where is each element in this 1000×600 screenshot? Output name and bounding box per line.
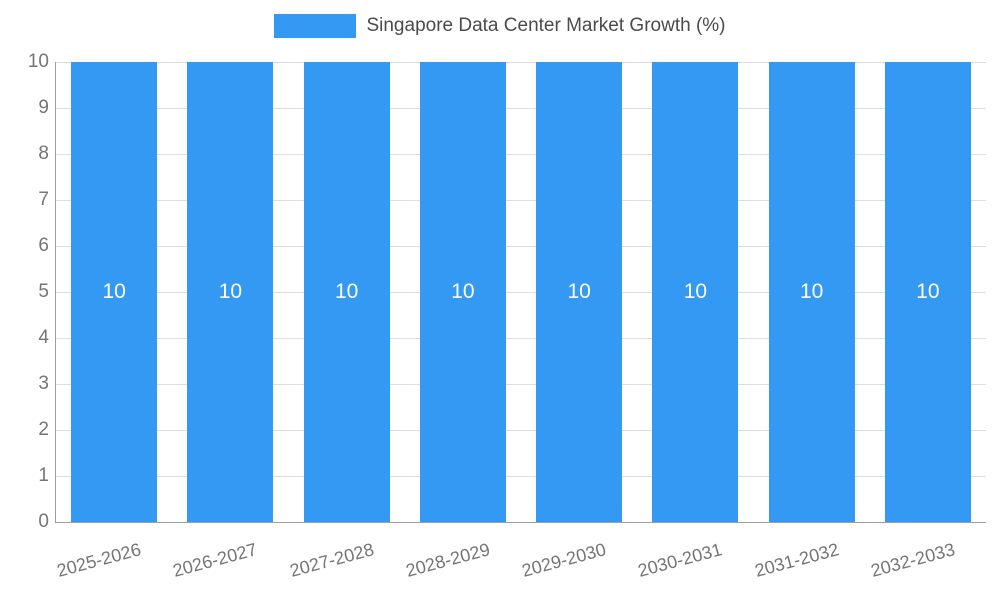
bar-2025-2026[interactable]: 10: [71, 62, 158, 522]
y-tick-label: 6: [38, 235, 49, 256]
bar-2030-2031[interactable]: 10: [652, 62, 739, 522]
bar-2031-2032[interactable]: 10: [768, 62, 855, 522]
bar-2026-2027[interactable]: 10: [187, 62, 274, 522]
y-tick-label: 3: [38, 373, 49, 394]
y-tick-label: 7: [38, 189, 49, 210]
gridline: [56, 338, 986, 339]
bar-2032-2033[interactable]: 10: [884, 62, 971, 522]
chart-legend[interactable]: Singapore Data Center Market Growth (%): [0, 14, 1000, 38]
gridline: [56, 384, 986, 385]
gridline: [56, 292, 986, 293]
bars-container: 10 10 10 10 10 10 10 10: [56, 62, 986, 522]
bar-value-label: 10: [799, 280, 824, 303]
bar-value-label: 10: [102, 280, 126, 303]
y-tick-label: 9: [38, 97, 49, 118]
bar-2029-2030[interactable]: 10: [536, 62, 623, 522]
y-tick-label: 4: [38, 327, 49, 348]
bar-value-label: 10: [334, 280, 359, 303]
bar-value-label: 10: [683, 280, 708, 303]
y-tick-label: 1: [38, 465, 49, 486]
y-tick-label: 8: [38, 143, 49, 164]
plot-area: 10 10 10 10 10 10 10 10: [55, 62, 986, 523]
gridline: [56, 246, 986, 247]
legend-label: Singapore Data Center Market Growth (%): [366, 15, 726, 36]
gridline: [56, 108, 986, 109]
legend-swatch: [274, 14, 357, 38]
y-tick-label: 0: [38, 511, 49, 532]
y-tick-label: 2: [38, 419, 49, 440]
y-tick-label: 5: [38, 281, 49, 302]
bar-value-label: 10: [451, 280, 475, 303]
gridline: [56, 200, 986, 201]
bar-value-label: 10: [218, 280, 243, 303]
bar-2028-2029[interactable]: 10: [419, 62, 506, 522]
gridline: [56, 430, 986, 431]
gridline: [56, 476, 986, 477]
bar-2027-2028[interactable]: 10: [303, 62, 390, 522]
y-tick-label: 10: [27, 51, 49, 72]
gridline: [56, 154, 986, 155]
gridline: [56, 62, 986, 63]
bar-value-label: 10: [567, 280, 591, 303]
bar-value-label: 10: [916, 280, 940, 303]
